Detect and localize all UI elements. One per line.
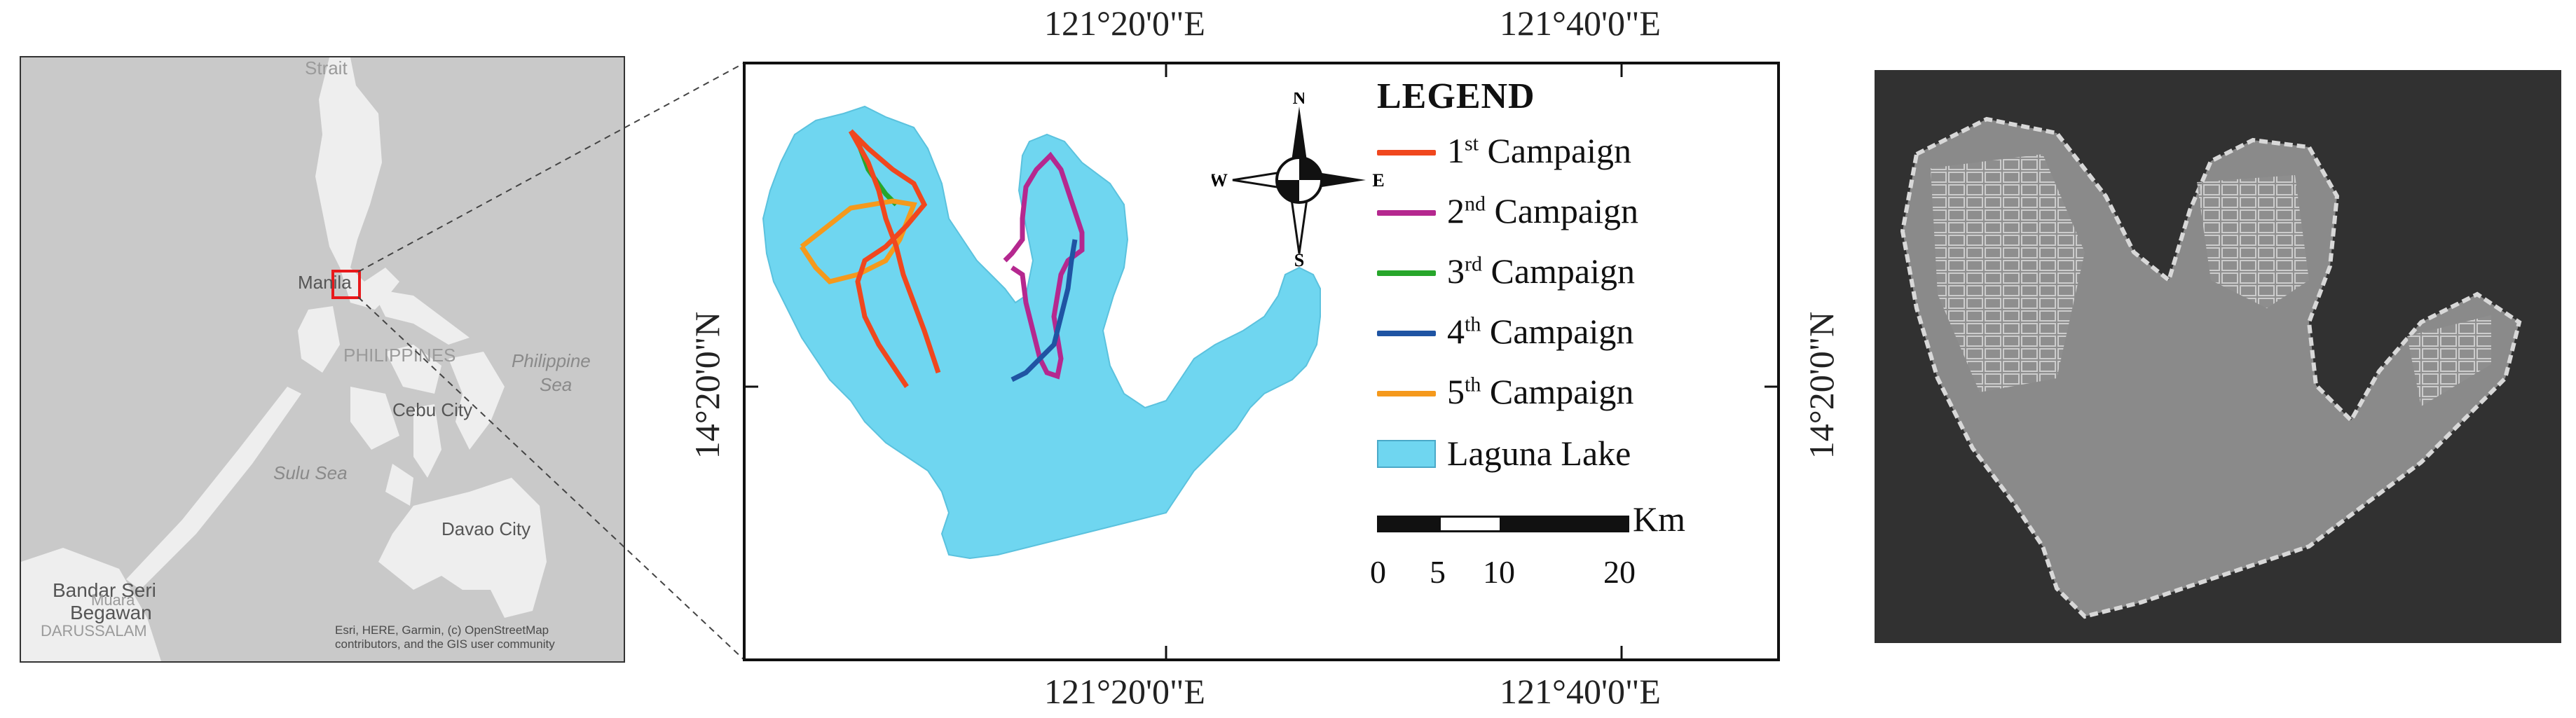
scale-tick-5: 5 — [1430, 554, 1446, 590]
study-area-map: N S W E — [743, 62, 1780, 661]
coord-top-left: 121°20'0"E — [1044, 4, 1205, 43]
bandar-label-1: Bandar Seri — [53, 579, 156, 601]
compass-n: N — [1293, 92, 1306, 108]
satellite-lake-image — [1875, 70, 2561, 643]
strait-label: Strait — [305, 57, 348, 78]
laguna-lake-shape — [762, 105, 1321, 560]
bandar-label-2: Begawan — [70, 602, 152, 623]
muara-label: Muara — [91, 591, 135, 609]
manila-label: Manila — [298, 272, 352, 293]
legend-campaign-label: 4th Campaign — [1447, 312, 1634, 351]
scale-tick-20: 20 — [1603, 554, 1636, 590]
philippines-label: PHILIPPINES — [343, 345, 456, 366]
map-credit: Esri, HERE, Garmin, (c) OpenStreetMap co… — [335, 623, 555, 651]
philippines-landmass — [21, 57, 547, 661]
legend-item-campaign-5: 5th Campaign — [1377, 364, 1769, 420]
study-area-box — [331, 270, 361, 299]
coord-right: 14°20'0"N — [1802, 311, 1841, 460]
legend-campaign-label: 3rd Campaign — [1447, 251, 1636, 291]
legend-lake-label: Laguna Lake — [1447, 434, 1631, 473]
davao-city-label: Davao City — [441, 518, 531, 539]
legend-campaign-label: 1st Campaign — [1447, 131, 1632, 170]
scale-unit: Km — [1633, 499, 1685, 539]
lake-swatch — [1377, 440, 1436, 468]
scale-tick-0: 0 — [1370, 554, 1386, 590]
legend-line-swatch — [1377, 150, 1436, 156]
legend-title: LEGEND — [1377, 76, 1535, 116]
coord-top-right: 121°40'0"E — [1500, 4, 1661, 43]
scale-tick-10: 10 — [1483, 554, 1515, 590]
sulu-sea-label: Sulu Sea — [273, 462, 348, 483]
legend-line-swatch — [1377, 331, 1436, 336]
scale-bar — [1377, 516, 1629, 534]
legend-item-campaign-4: 4th Campaign — [1377, 304, 1769, 360]
compass-s: S — [1294, 250, 1304, 268]
compass-e: E — [1372, 170, 1384, 191]
track-campaign-1b — [848, 130, 941, 374]
legend-line-swatch — [1377, 270, 1436, 276]
legend-item-campaign-2: 2nd Campaign — [1377, 184, 1769, 240]
compass-rose-icon: N S W E — [1212, 92, 1385, 268]
coord-bottom-right: 121°40'0"E — [1500, 672, 1661, 711]
legend-campaign-label: 2nd Campaign — [1447, 191, 1639, 230]
legend-item-laguna-lake: Laguna Lake — [1377, 426, 1769, 482]
legend-campaign-label: 5th Campaign — [1447, 372, 1634, 411]
philippine-sea-label-1: Philippine — [512, 350, 591, 371]
legend-item-campaign-1: 1st Campaign — [1377, 123, 1769, 179]
track-campaign-4 — [1010, 239, 1078, 382]
track-campaign-1 — [849, 129, 928, 388]
philippine-sea-label-2: Sea — [540, 374, 573, 395]
legend: LEGEND 1st Campaign 2nd Campaign 3rd Campa… — [1370, 76, 1762, 622]
compass-w: W — [1212, 170, 1228, 191]
legend-line-swatch — [1377, 391, 1436, 396]
laguna-lake-map — [746, 64, 1777, 658]
darussalam-label: DARUSSALAM — [41, 622, 147, 640]
coord-bottom-left: 121°20'0"E — [1044, 672, 1205, 711]
coord-left: 14°20'0"N — [687, 311, 727, 460]
satellite-image — [1875, 70, 2561, 643]
overview-map: Strait Manila PHILIPPINES Philippine Sea… — [20, 56, 625, 663]
legend-line-swatch — [1377, 210, 1436, 216]
cebu-city-label: Cebu City — [392, 399, 473, 420]
track-campaign-5 — [800, 198, 917, 284]
legend-item-campaign-3: 3rd Campaign — [1377, 244, 1769, 300]
